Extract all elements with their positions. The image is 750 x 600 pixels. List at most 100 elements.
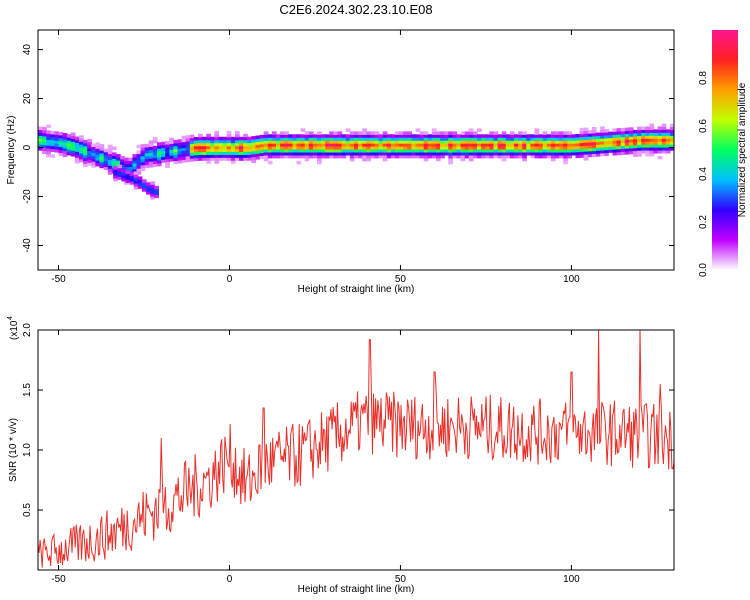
heatmap-cell (362, 134, 367, 138)
heatmap-cell (222, 157, 228, 161)
heatmap-cell (218, 148, 224, 152)
heatmap-cell (321, 134, 326, 138)
heatmap-cell (571, 152, 577, 156)
heatmap-cell (235, 145, 240, 150)
heatmap-cell (337, 143, 343, 147)
heatmap-cell (370, 131, 376, 135)
heatmap-cell (353, 131, 359, 135)
heatmap-cell (456, 149, 462, 153)
heatmap-cell (230, 157, 236, 161)
heatmap-cell (144, 158, 150, 163)
heatmap-cell (136, 153, 142, 157)
heatmap-cell (230, 148, 236, 152)
heatmap-cell (140, 158, 146, 163)
heatmap-cell (444, 134, 449, 138)
heatmap-cell (633, 138, 638, 143)
heatmap-cell (74, 160, 80, 164)
heatmap-cell (563, 146, 568, 150)
heatmap-cell (146, 185, 151, 189)
heatmap-cell (497, 140, 503, 144)
heatmap-cell (136, 144, 142, 149)
heatmap-cell (481, 143, 486, 147)
heatmap-cell (243, 154, 248, 158)
heatmap-cell (431, 149, 437, 153)
heatmap-cell (399, 134, 404, 138)
heatmap-cell (129, 178, 135, 182)
heatmap-cell (370, 149, 376, 153)
heatmap-cell (431, 137, 437, 141)
heatmap-cell (546, 137, 552, 141)
heatmap-cell (481, 134, 486, 138)
heatmap-cell (317, 157, 322, 162)
heatmap-cell (38, 144, 43, 148)
heatmap-cell (296, 154, 302, 159)
heatmap-cell (481, 154, 486, 159)
heatmap-cell (103, 154, 109, 159)
heatmap-cell (177, 139, 183, 143)
heatmap-cell (91, 146, 96, 150)
heatmap-cell (509, 131, 515, 135)
heatmap-cell (612, 137, 618, 141)
heatmap-cell (181, 153, 187, 157)
heatmap-cell (198, 133, 203, 138)
heatmap-cell (152, 160, 158, 164)
heatmap-cell (468, 128, 474, 132)
heatmap-cell (87, 162, 92, 166)
heatmap-cell (107, 147, 113, 152)
heatmap-cell (304, 143, 310, 147)
heatmap-cell (583, 157, 589, 161)
heatmap-cell (284, 140, 289, 144)
heatmap-cell (345, 137, 351, 141)
heatmap-cell (514, 154, 519, 159)
heatmap-cell (226, 142, 232, 147)
heatmap-cell (559, 154, 564, 159)
heatmap-cell (317, 154, 322, 159)
heatmap-cell (526, 146, 531, 150)
heatmap-cell (133, 174, 139, 178)
heatmap-cell (235, 139, 240, 144)
heatmap-cell (66, 151, 72, 156)
heatmap-cell (395, 154, 400, 159)
heatmap-cell (198, 142, 203, 147)
heatmap-cell (362, 157, 367, 162)
heatmap-cell (62, 147, 68, 152)
heatmap-cell (386, 134, 392, 138)
heatmap-cell (591, 129, 597, 134)
heatmap-cell (70, 132, 76, 136)
heatmap-cell (42, 141, 47, 146)
heatmap-cell (329, 146, 334, 150)
heatmap-cell (169, 149, 174, 153)
heatmap-cell (464, 149, 470, 153)
spectrogram-frame (37, 29, 675, 271)
heatmap-cell (103, 163, 109, 167)
y-tick-label: 0.5 (22, 503, 33, 517)
heatmap-cell (382, 149, 388, 153)
heatmap-cell (193, 139, 199, 144)
heatmap-cell (271, 134, 277, 138)
heatmap-cell (596, 150, 601, 154)
y-tick-label: -40 (22, 238, 33, 253)
heatmap-cell (649, 141, 655, 145)
heatmap-cell (121, 177, 127, 182)
heatmap-cell (493, 131, 499, 135)
heatmap-cell (117, 173, 122, 177)
heatmap-cell (152, 163, 158, 167)
heatmap-cell (559, 134, 564, 138)
heatmap-cell (308, 143, 314, 147)
heatmap-cell (362, 149, 367, 153)
heatmap-cell (522, 154, 527, 159)
heatmap-cell (239, 145, 244, 150)
heatmap-cell (399, 131, 404, 135)
heatmap-cell (121, 175, 127, 179)
heatmap-cell (50, 148, 55, 152)
heatmap-cell (477, 137, 482, 141)
heatmap-cell (136, 159, 142, 163)
heatmap-cell (456, 143, 462, 147)
heatmap-cell (665, 150, 671, 154)
heatmap-cell (128, 160, 133, 165)
heatmap-cell (329, 143, 334, 147)
heatmap-cell (419, 131, 425, 135)
heatmap-cell (50, 133, 55, 138)
heatmap-cell (579, 154, 585, 158)
heatmap-cell (497, 154, 503, 159)
